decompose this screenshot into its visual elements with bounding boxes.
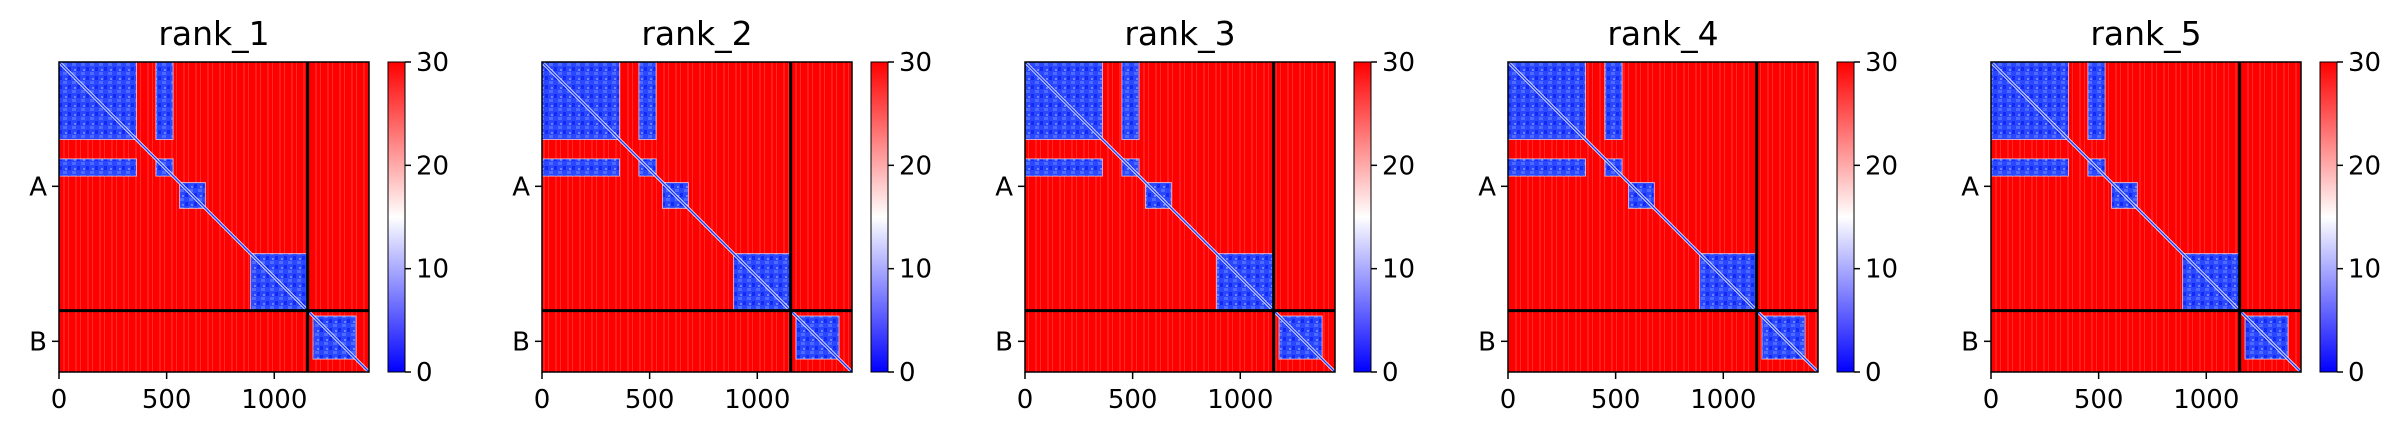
colorbar-tick-label: 20	[899, 151, 932, 181]
panel-title: rank_3	[1124, 14, 1235, 53]
colorbar-tick-label: 0	[2348, 358, 2365, 388]
low-error-block-3	[1507, 158, 1586, 177]
heatmap-frame	[541, 61, 853, 373]
colorbar	[1353, 61, 1372, 373]
colorbar-tick-label: 10	[2348, 255, 2381, 285]
colorbar-tick-label: 10	[1382, 255, 1415, 285]
x-tick-label: 0	[1017, 385, 1034, 415]
diagonal-blue	[1507, 61, 1819, 373]
x-tick-label: 500	[142, 385, 192, 415]
colorbar	[387, 61, 406, 373]
chain-label-B: B	[1961, 327, 1979, 357]
low-error-block-3	[58, 158, 137, 177]
chain-label-B: B	[29, 327, 47, 357]
low-error-block-3	[1024, 158, 1103, 177]
x-tick-label: 500	[1591, 385, 1641, 415]
x-tick-label: 0	[1983, 385, 2000, 415]
heatmap-frame	[58, 61, 370, 373]
panel-title: rank_4	[1607, 14, 1718, 53]
colorbar-tick-label: 30	[1865, 48, 1898, 78]
colorbar-tick-label: 0	[1865, 358, 1882, 388]
x-tick-label: 0	[1500, 385, 1517, 415]
colorbar-tick-label: 20	[416, 151, 449, 181]
x-tick-label: 1000	[724, 385, 790, 415]
low-error-block-2	[155, 61, 174, 140]
x-tick-label: 0	[534, 385, 551, 415]
heatmap-frame	[1990, 61, 2302, 373]
chain-label-A: A	[1478, 172, 1496, 202]
low-error-block-2	[1604, 61, 1623, 140]
x-tick-label: 1000	[1207, 385, 1273, 415]
panel-title: rank_1	[158, 14, 269, 53]
x-tick-label: 1000	[1690, 385, 1756, 415]
panel-title: rank_5	[2090, 14, 2201, 53]
colorbar-tick-label: 0	[1382, 358, 1399, 388]
x-tick-label: 1000	[2173, 385, 2239, 415]
colorbar-tick-label: 0	[416, 358, 433, 388]
chain-label-A: A	[29, 172, 47, 202]
chain-label-B: B	[512, 327, 530, 357]
chain-label-B: B	[995, 327, 1013, 357]
diagonal-blue	[1024, 61, 1336, 373]
diagonal-blue	[1990, 61, 2302, 373]
diagonal-blue	[541, 61, 853, 373]
low-error-block-2	[1121, 61, 1140, 140]
chain-label-B: B	[1478, 327, 1496, 357]
diagonal-blue	[58, 61, 370, 373]
colorbar-tick-label: 30	[416, 48, 449, 78]
chain-label-A: A	[1961, 172, 1979, 202]
colorbar-tick-label: 0	[899, 358, 916, 388]
colorbar-tick-label: 10	[416, 255, 449, 285]
colorbar-tick-label: 20	[2348, 151, 2381, 181]
colorbar-tick-label: 30	[1382, 48, 1415, 78]
colorbar-tick-label: 20	[1382, 151, 1415, 181]
colorbar	[1836, 61, 1855, 373]
colorbar-tick-label: 30	[899, 48, 932, 78]
low-error-block-3	[1990, 158, 2069, 177]
low-error-block-3	[541, 158, 620, 177]
colorbar-tick-label: 10	[1865, 255, 1898, 285]
heatmap-frame	[1024, 61, 1336, 373]
panel-title: rank_2	[641, 14, 752, 53]
colorbar	[870, 61, 889, 373]
x-tick-label: 0	[51, 385, 68, 415]
x-tick-label: 1000	[241, 385, 307, 415]
chain-label-A: A	[995, 172, 1013, 202]
colorbar-tick-label: 10	[899, 255, 932, 285]
chain-label-A: A	[512, 172, 530, 202]
heatmap-frame	[1507, 61, 1819, 373]
low-error-block-2	[2087, 61, 2106, 140]
colorbar	[2319, 61, 2338, 373]
x-tick-label: 500	[1108, 385, 1158, 415]
x-tick-label: 500	[625, 385, 675, 415]
colorbar-tick-label: 30	[2348, 48, 2381, 78]
low-error-block-2	[638, 61, 657, 140]
colorbar-tick-label: 20	[1865, 151, 1898, 181]
x-tick-label: 500	[2074, 385, 2124, 415]
